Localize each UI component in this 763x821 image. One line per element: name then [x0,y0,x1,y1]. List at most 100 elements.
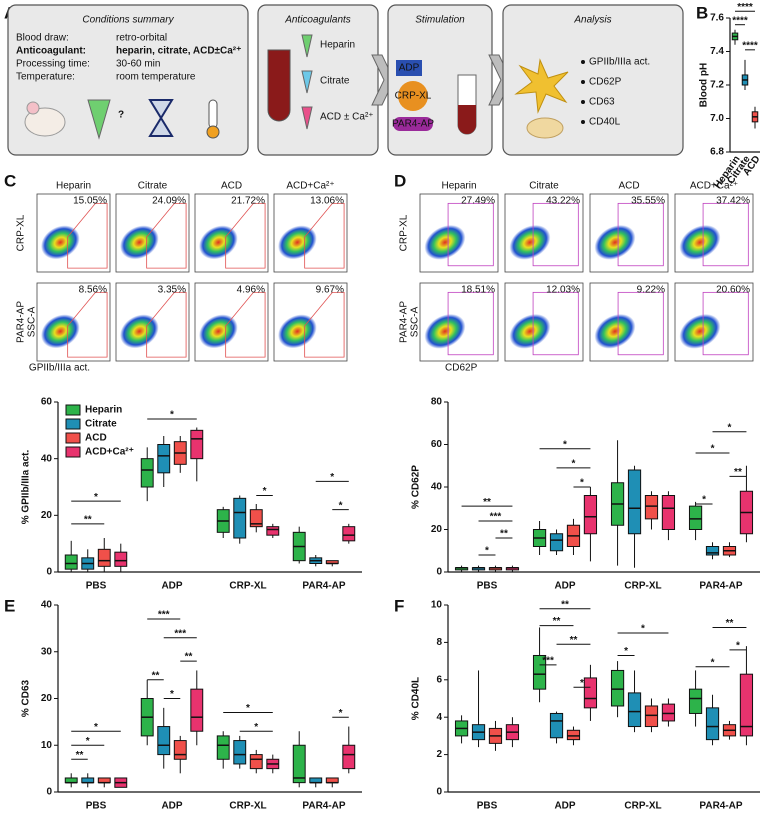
marker: CD62P [589,77,622,88]
flow-x-axis: GPIIb/IIIa act. [29,363,90,374]
significance-label: * [711,657,715,668]
event-cloud [594,224,636,260]
significance-label: ** [570,635,578,646]
gate-percent: 43.22% [546,196,580,207]
significance-label: *** [490,512,502,523]
legend-swatch [65,418,81,430]
flow-column: Heparin [56,181,91,192]
x-tick-label: PBS [477,801,498,812]
small-tube [301,34,313,58]
y-tick-label: 0 [46,787,52,798]
marker: CD40L [589,117,621,128]
significance-label: ** [84,514,92,525]
significance-label: *** [174,628,186,639]
significance-label: * [86,736,90,747]
significance-label: *** [542,655,554,666]
flow-column: Citrate [138,181,168,192]
blood-tube [267,49,291,122]
marker: GPIIb/IIIa act. [589,57,650,68]
event-cloud [679,313,721,349]
gate-percent: 24.09% [152,196,186,207]
significance-label: *** [158,610,170,621]
box [342,526,356,542]
significance-label: * [170,410,174,421]
box [190,429,204,460]
box [549,712,564,739]
event-cloud [594,313,636,349]
box [610,669,625,707]
box [627,469,642,535]
significance-label: * [711,444,715,455]
significance-label: * [572,459,576,470]
tube-icon [87,99,111,140]
panel-box [257,4,379,156]
hourglass-icon [148,99,174,137]
gate-percent: 4.96% [237,285,265,296]
significance-label: ** [553,616,561,627]
x-tick-label: ADP [161,801,182,812]
box [661,703,676,722]
question-icon: ? [118,110,124,121]
gate [304,202,345,269]
y-tick-label: 7.0 [710,113,724,124]
significance-label: * [736,641,740,652]
significance-label: * [330,472,334,483]
x-tick-label: ADP [554,581,575,592]
flow-row: CRP-XL [399,214,410,251]
panel-box [7,4,249,156]
condition-label: Blood draw: [16,33,69,44]
box [644,705,659,728]
x-tick-label: PAR4-AP [302,581,345,592]
box [64,554,78,570]
box-title: Conditions summary [82,15,174,26]
gate [702,291,749,356]
x-tick-label: PAR4-AP [302,801,345,812]
stim-blood [458,105,476,134]
y-tick-label: 7.4 [710,46,724,57]
legend-label: Citrate [85,419,117,430]
x-tick-label: PBS [86,801,107,812]
significance-label: * [563,439,567,450]
gate [304,291,345,358]
significance-label: ** [500,529,508,540]
flow-column: ACD+Ca²⁺ [286,181,334,192]
significance-label: * [246,703,250,714]
small-tube [301,106,313,130]
significance-label: * [580,678,584,689]
y-tick-label: 20 [41,693,53,704]
flow-column: Citrate [529,181,559,192]
crp-icon [398,81,428,111]
box [705,546,720,556]
y-axis-title: % CD62P [411,465,422,509]
mouse-ear [26,101,40,115]
flow-x-axis: CD62P [445,363,478,374]
y-tick-label: 30 [41,646,53,657]
gate [532,291,579,356]
anticoagulant: Citrate [320,76,350,87]
gate-percent: 8.56% [79,285,107,296]
box [157,444,171,474]
gate [225,291,266,358]
gate [146,202,187,269]
legend-label: ACD [85,433,107,444]
condition-label: Temperature: [16,72,75,83]
significance-label: * [263,486,267,497]
significance-label: ** [726,618,734,629]
significance-label: **** [732,15,748,26]
box [292,744,306,784]
gate [225,202,266,269]
condition-value: retro-orbital [116,33,167,44]
significance-label: * [580,478,584,489]
condition-label: Anticoagulant: [16,46,86,57]
gate-percent: 35.55% [631,196,665,207]
gate-percent: 13.06% [310,196,344,207]
significance-label: * [485,546,489,557]
condition-value: room temperature [116,72,196,83]
y-tick-label: 20 [431,524,443,535]
box [233,740,247,765]
box-title: Stimulation [415,15,465,26]
y-tick-label: 0 [436,567,442,578]
box [583,677,598,709]
anticoagulant: Heparin [320,40,355,51]
box [688,688,703,714]
